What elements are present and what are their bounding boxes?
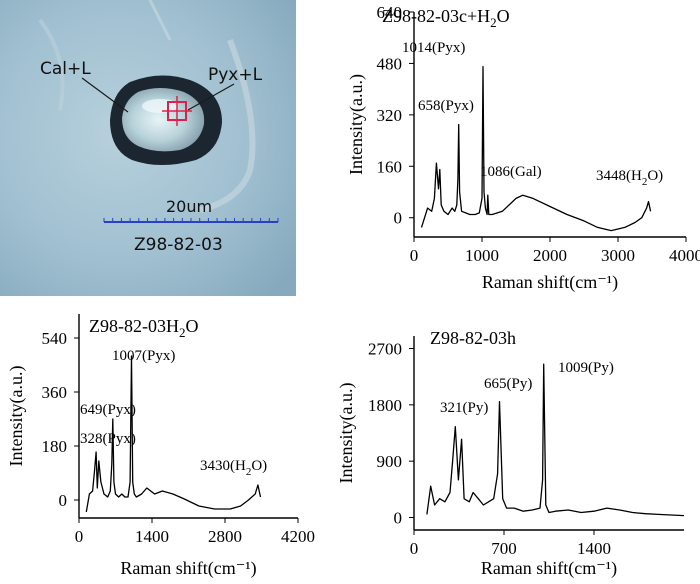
chart-c-h2o-title: Z98-82-03c+H2O <box>382 6 510 30</box>
chart-c-h2o-x-tick-label: 2000 <box>533 246 567 265</box>
chart-h2o-y-tick-label: 0 <box>59 491 68 510</box>
chart-c-h2o-peak-label: 1086(Gal) <box>480 164 542 180</box>
chart-h-spectrum-line <box>426 363 685 517</box>
chart-c-h2o-y-tick-label: 640 <box>377 3 403 22</box>
chart-h2o: 0 1400 2800 4200 0 180 360 540 Z98-82-03H2O Raman… <box>0 306 330 584</box>
chart-h-y-label: Intensity(a.u.) <box>336 383 357 484</box>
scale-bar <box>103 218 279 223</box>
chart-h-x-tick-label: 0 <box>410 539 419 558</box>
chart-h-svg: 0 700 1400 0 900 1800 2700 Z98-82-03h Raman shif… <box>336 328 685 579</box>
analysis-point-marker <box>162 96 192 126</box>
inclusion <box>110 75 222 165</box>
label-cal-l: Cal+L <box>40 59 91 79</box>
micrograph: Cal+L Pyx+L 20um Z98-82-03 <box>0 0 296 296</box>
chart-c-h2o-svg: 0 1000 2000 3000 4000 0 160 320 480 640Z98-82-03c… <box>346 3 700 293</box>
chart-c-h2o-x-tick-label: 1000 <box>465 246 499 265</box>
chart-h2o-y-tick-label: 180 <box>42 437 68 456</box>
chart-c-h2o-peak-label: 1014(Pyx) <box>402 40 465 56</box>
chart-h-peak-label: 665(Py) <box>484 376 532 392</box>
chart-h2o-spectrum-line <box>85 355 262 513</box>
scale-label: 20um <box>166 197 212 216</box>
chart-c-h2o-peak-label: 658(Pyx) <box>418 98 474 114</box>
chart-h2o-x-label: Raman shift(cm⁻¹) <box>120 558 256 579</box>
chart-c-h2o-y-tick-label: 0 <box>394 209 403 228</box>
sample-label: Z98-82-03 <box>134 235 223 255</box>
chart-c-h2o-peak-label: 3448(H2O) <box>596 168 663 188</box>
chart-h-y-tick-label: 900 <box>377 452 403 471</box>
chart-h2o-peak-label: 649(Pyx) <box>80 402 136 418</box>
chart-c-h2o-spectrum-line <box>420 65 652 232</box>
chart-c-h2o-x-tick-label: 0 <box>410 246 419 265</box>
chart-h2o-x-tick-label: 1400 <box>135 527 169 546</box>
chart-c-h2o-y-label: Intensity(a.u.) <box>346 74 367 175</box>
chart-h2o-x-tick-label: 2800 <box>208 527 242 546</box>
chart-c-h2o: 0 1000 2000 3000 4000 0 160 320 480 640 Z98-82-03c… <box>300 0 700 296</box>
chart-c-h2o-y-tick-label: 480 <box>377 54 403 73</box>
chart-c-h2o-x-label: Raman shift(cm⁻¹) <box>482 272 618 293</box>
label-pyx-l: Pyx+L <box>208 65 263 85</box>
chart-c-h2o-x-tick-label: 4000 <box>669 246 700 265</box>
chart-h2o-peak-label: 328(Pyx) <box>80 431 136 447</box>
chart-c-h2o-y-tick-label: 320 <box>377 106 403 125</box>
chart-h2o-y-tick-label: 540 <box>42 329 68 348</box>
chart-h-y-tick-label: 0 <box>394 508 403 527</box>
chart-h-peak-label: 1009(Py) <box>558 360 614 376</box>
chart-h2o-title: Z98-82-03H2O <box>89 316 198 340</box>
chart-c-h2o-y-tick-label: 160 <box>377 157 403 176</box>
chart-h-x-label: Raman shift(cm⁻¹) <box>481 558 617 579</box>
chart-h-y-tick-label: 2700 <box>368 340 402 359</box>
chart-h: 0 700 1400 0 900 1800 2700 Z98-82-03h Raman shif… <box>330 306 700 584</box>
chart-h2o-y-label: Intensity(a.u.) <box>6 366 27 467</box>
chart-c-h2o-x-tick-label: 3000 <box>601 246 635 265</box>
chart-h2o-y-tick-label: 360 <box>42 383 68 402</box>
chart-h2o-peak-label: 3430(H2O) <box>200 458 267 478</box>
chart-h-y-tick-label: 1800 <box>368 396 402 415</box>
chart-h2o-x-tick-label: 0 <box>75 527 84 546</box>
chart-h-title: Z98-82-03h <box>430 328 516 348</box>
chart-h2o-svg: 0 1400 2800 4200 0 180 360 540 Z98-82-03H2O Raman… <box>6 314 315 579</box>
chart-h-x-tick-label: 700 <box>491 539 517 558</box>
chart-h-x-tick-label: 1400 <box>577 539 611 558</box>
chart-h2o-peak-label: 1007(Pyx) <box>112 348 175 364</box>
chart-h-peak-label: 321(Py) <box>440 400 488 416</box>
chart-h2o-x-tick-label: 4200 <box>281 527 315 546</box>
